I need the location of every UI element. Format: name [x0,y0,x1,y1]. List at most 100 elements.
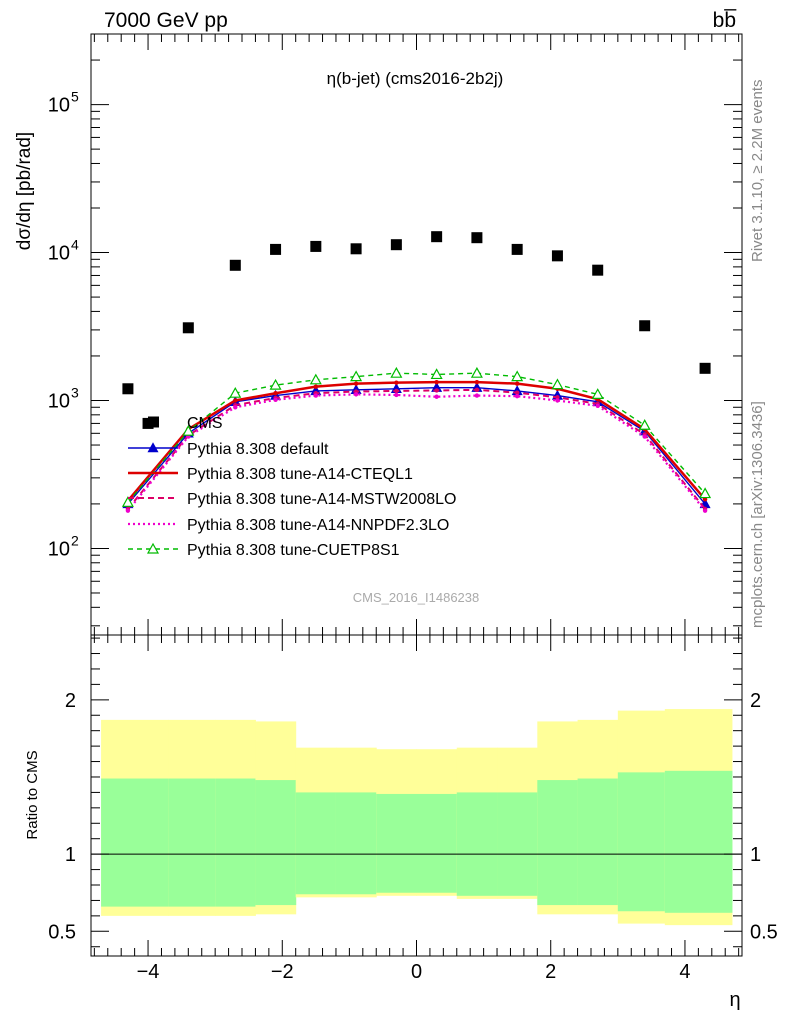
ratio-panel: 0.5 0.5 1 1 2 2 −4 −2 0 2 4 [48,634,778,983]
marker-cteql1 [434,379,439,385]
marker-nnpdf [394,392,399,398]
data-point-cms [390,239,402,251]
data-point-cms [431,231,443,243]
ratio-band-inner [255,780,297,906]
marker-nnpdf [434,394,439,399]
data-point-cms [122,383,134,395]
marker-cteql1 [273,391,278,396]
y-tick-label: 10 [48,390,70,412]
legend-label-nnpdf: Pythia 8.308 tune-A14-NNPDF2.3LO [187,517,449,534]
ratio-tick-labels: 0.5 0.5 1 1 2 2 −4 −2 0 2 4 [48,690,778,983]
marker-cuetp8s1 [350,370,363,382]
y-tick-label: 10 [48,538,70,560]
ratio-band-inner [335,792,377,895]
ratio-y-tick-label-left: 2 [65,690,76,712]
marker-cuetp8s1 [309,373,322,385]
y-tick-exponent: 3 [71,384,79,400]
ratio-band-inner [101,778,169,907]
ratio-axis-ticks [91,635,742,956]
main-y-axis-label: dσ/dη [pb/rad] [14,132,35,250]
marker-nnpdf [555,398,560,403]
marker-cuetp8s1 [470,366,483,378]
data-point-cms [699,362,711,374]
analysis-watermark: CMS_2016_I1486238 [353,590,480,605]
ratio-band-inner [537,780,579,906]
x-tick-label: −2 [271,961,294,983]
marker-cteql1 [514,381,520,386]
marker-cteql1 [394,380,399,385]
marker-cteql1 [474,379,480,385]
marker-nnpdf [474,393,480,398]
y-tick-label: 10 [48,243,70,265]
series-line-default [127,387,706,505]
marker-nnpdf [642,434,647,439]
marker-nnpdf [514,393,520,399]
ratio-y-axis-label: Ratio to CMS [24,750,41,839]
legend-label-cuetp8s1: Pythia 8.308 tune-CUETP8S1 [187,542,400,559]
marker-cteql1 [233,398,238,403]
ratio-y-tick-label-left: 1 [65,844,76,866]
x-axis-label: η [729,989,740,1011]
legend-marker-cuetp8s1 [146,542,160,554]
series-line-cteql1 [126,380,707,502]
y-tick-label: 10 [48,95,70,117]
legend-label-cteql1: Pythia 8.308 tune-A14-CTEQL1 [187,466,413,483]
marker-mstw [474,387,480,393]
ratio-band-inner [577,778,619,906]
ratio-band-inner [295,792,337,895]
ratio-bands [101,709,733,926]
data-point-cms [551,250,563,262]
ratio-y-tick-label-right: 1 [750,844,761,866]
ratio-band-inner [497,792,538,896]
marker-cuetp8s1 [269,378,282,390]
process-label: bb̅ [713,9,738,32]
marker-mstw [434,388,439,393]
marker-cuetp8s1 [511,370,524,382]
legend-label-default: Pythia 8.308 default [187,441,329,458]
series-line-mstw [127,388,706,510]
data-point-cms [229,259,241,271]
data-point-cms [592,264,604,276]
data-point-cms [182,322,194,334]
marker-nnpdf [595,403,600,409]
marker-nnpdf [125,508,131,513]
legend-marker-cms [148,416,159,428]
marker-mstw [555,395,560,400]
main-axis-ticks [91,33,742,635]
y-tick-exponent: 2 [71,532,79,548]
marker-cuetp8s1 [229,386,242,398]
x-tick-label: 4 [679,961,690,983]
data-point-cms [639,320,651,332]
marker-mstw [514,390,520,395]
ratio-band-inner [664,770,733,913]
legend: CMS Pythia 8.308 default Pythia 8.308 tune… [128,415,456,559]
ratio-band-inner [215,778,256,907]
marker-nnpdf [702,508,708,513]
ratio-band-inner [416,793,458,893]
marker-nnpdf [353,392,359,397]
data-point-cms [270,243,282,255]
marker-nnpdf [233,405,238,410]
legend-label-mstw: Pythia 8.308 tune-A14-MSTW2008LO [187,491,456,508]
energy-label: 7000 GeV pp [104,9,228,32]
ratio-y-tick-label-right: 2 [750,690,761,712]
data-point-cms [511,243,523,255]
y-tick-exponent: 4 [71,237,79,253]
ratio-band-inner [376,793,417,893]
marker-cteql1 [313,384,319,389]
mcplots-info: mcplots.cern.ch [arXiv:1306.3436] [749,401,766,628]
y-tick-exponent: 5 [71,89,79,105]
ratio-band-inner [168,778,216,907]
plot-title: η(b-jet) (cms2016-2b2j) [327,69,504,88]
marker-nnpdf [313,393,319,398]
marker-cuetp8s1 [591,388,604,399]
marker-cuetp8s1 [430,368,443,380]
data-point-cms [350,243,362,255]
ratio-y-tick-label-right: 0.5 [750,921,778,943]
main-series [121,231,712,513]
x-tick-label: −4 [137,961,160,983]
marker-cuetp8s1 [551,378,564,390]
